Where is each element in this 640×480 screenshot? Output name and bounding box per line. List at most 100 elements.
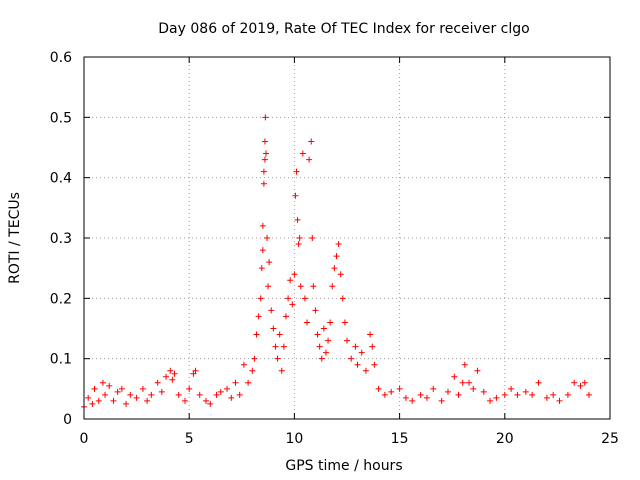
data-point bbox=[262, 114, 269, 121]
data-point bbox=[228, 394, 235, 401]
data-point bbox=[585, 391, 592, 398]
data-point bbox=[270, 325, 277, 332]
data-point bbox=[335, 241, 342, 248]
data-point bbox=[196, 391, 203, 398]
data-point bbox=[459, 379, 466, 386]
data-point bbox=[466, 379, 473, 386]
data-point bbox=[474, 367, 481, 374]
x-tick-label: 10 bbox=[285, 431, 303, 447]
data-point bbox=[369, 343, 376, 350]
data-point bbox=[480, 388, 487, 395]
data-point bbox=[461, 361, 468, 368]
y-tick-label: 0.3 bbox=[50, 231, 72, 247]
data-point bbox=[388, 388, 395, 395]
data-point bbox=[344, 337, 350, 344]
data-point bbox=[375, 385, 382, 392]
y-tick-label: 0.4 bbox=[50, 171, 72, 187]
data-point bbox=[127, 391, 134, 398]
y-tick-label: 0.2 bbox=[50, 291, 72, 307]
data-point bbox=[301, 295, 308, 302]
data-point bbox=[333, 253, 340, 260]
data-point bbox=[493, 394, 500, 401]
data-point bbox=[133, 394, 140, 401]
data-point bbox=[236, 391, 243, 398]
data-point bbox=[423, 394, 430, 401]
data-point bbox=[278, 367, 285, 374]
data-point bbox=[287, 277, 294, 284]
data-point bbox=[114, 388, 121, 395]
data-point bbox=[402, 394, 409, 401]
data-point bbox=[257, 295, 264, 302]
data-point bbox=[529, 391, 536, 398]
data-point bbox=[358, 349, 365, 356]
y-tick-label: 0.5 bbox=[50, 110, 72, 126]
data-point bbox=[268, 307, 275, 314]
data-point bbox=[91, 385, 98, 392]
data-point bbox=[581, 379, 588, 386]
data-point bbox=[264, 235, 271, 241]
data-point bbox=[85, 394, 92, 401]
data-point bbox=[371, 361, 378, 368]
data-point bbox=[274, 355, 281, 362]
data-point bbox=[543, 394, 550, 401]
data-point bbox=[261, 156, 268, 163]
data-point bbox=[514, 391, 521, 398]
grid-lines bbox=[84, 57, 610, 419]
data-point bbox=[396, 385, 403, 392]
data-point bbox=[266, 259, 273, 266]
data-point bbox=[253, 331, 260, 338]
data-point bbox=[320, 325, 327, 332]
data-point bbox=[508, 385, 515, 392]
data-point bbox=[314, 331, 321, 338]
data-point bbox=[327, 319, 334, 326]
data-point bbox=[255, 313, 262, 320]
data-point bbox=[148, 391, 155, 398]
data-point bbox=[294, 216, 301, 223]
x-tick-label: 20 bbox=[496, 431, 514, 447]
data-point bbox=[259, 247, 266, 254]
data-point bbox=[291, 271, 298, 278]
data-points bbox=[81, 114, 592, 410]
data-point bbox=[285, 295, 292, 302]
data-point bbox=[322, 349, 329, 356]
x-tick-label: 25 bbox=[601, 431, 619, 447]
data-point bbox=[564, 391, 571, 398]
data-point bbox=[409, 397, 416, 404]
data-point bbox=[470, 385, 477, 392]
data-point bbox=[535, 379, 542, 386]
data-point bbox=[262, 150, 269, 157]
data-point bbox=[487, 397, 494, 404]
data-point bbox=[261, 138, 268, 145]
data-point bbox=[297, 283, 304, 290]
data-point bbox=[430, 385, 437, 392]
data-point bbox=[352, 343, 359, 350]
data-point bbox=[276, 331, 283, 338]
data-point bbox=[186, 385, 193, 392]
data-point bbox=[444, 388, 451, 395]
chart-title: Day 086 of 2019, Rate Of TEC Index for r… bbox=[158, 21, 529, 37]
x-axis: 0 5 10 15 20 25 bbox=[80, 57, 619, 447]
data-point bbox=[232, 379, 239, 386]
data-point bbox=[304, 319, 311, 326]
data-point bbox=[577, 382, 584, 389]
data-point bbox=[280, 343, 287, 350]
data-point bbox=[260, 168, 267, 175]
data-point bbox=[318, 355, 325, 362]
y-tick-label: 0.6 bbox=[50, 50, 72, 66]
data-point bbox=[106, 382, 113, 389]
data-point bbox=[329, 283, 336, 290]
data-point bbox=[348, 355, 355, 362]
data-point bbox=[224, 385, 231, 392]
data-point bbox=[354, 361, 361, 368]
data-point bbox=[296, 235, 303, 241]
data-point bbox=[451, 373, 458, 380]
data-point bbox=[309, 235, 316, 241]
data-point bbox=[154, 379, 161, 386]
data-point bbox=[144, 397, 151, 404]
data-point bbox=[316, 343, 323, 350]
x-tick-label: 0 bbox=[80, 431, 89, 447]
plot-frame bbox=[83, 56, 611, 420]
data-point bbox=[293, 168, 300, 175]
data-point bbox=[123, 400, 130, 407]
